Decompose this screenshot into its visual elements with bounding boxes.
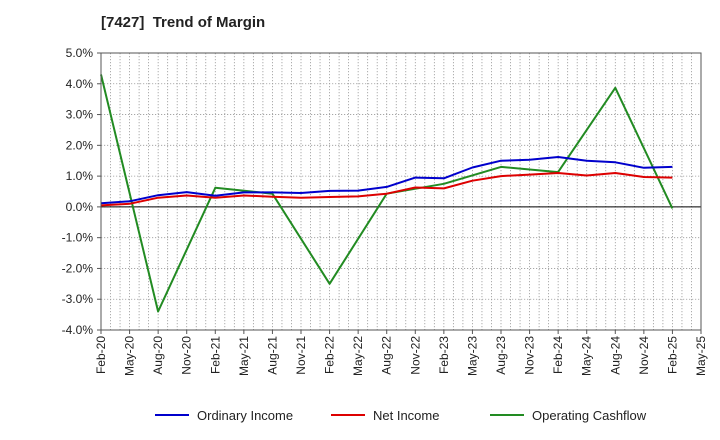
- series-line-ordinary-income: [100, 156, 673, 205]
- x-tick-label: Feb-22: [323, 336, 337, 374]
- x-tick-label: Feb-25: [665, 336, 679, 374]
- series-line-net-income: [100, 172, 673, 207]
- y-tick-label: -3.0%: [62, 292, 94, 306]
- y-axis-ticks: 5.0% 4.0% 3.0% 2.0% 1.0% 0.0% -1.0% -2.0% -3.0% -…: [62, 46, 101, 337]
- x-tick-label: Nov-20: [180, 336, 194, 375]
- legend-label: Operating Cashflow: [532, 407, 647, 423]
- x-tick-label: Nov-21: [294, 336, 308, 375]
- y-tick-label: 1.0%: [66, 169, 94, 183]
- x-tick-label: Aug-20: [151, 336, 165, 375]
- x-tick-label: May-21: [237, 336, 251, 376]
- chart-title: [7427] Trend of Margin: [101, 14, 266, 31]
- x-tick-label: Feb-20: [94, 336, 108, 374]
- y-tick-label: -4.0%: [62, 323, 94, 337]
- x-tick-label: May-23: [465, 336, 479, 376]
- x-tick-label: Feb-24: [551, 336, 565, 374]
- x-tick-label: Aug-23: [494, 336, 508, 375]
- x-tick-label: Aug-24: [608, 336, 622, 375]
- y-tick-label: 0.0%: [66, 200, 94, 214]
- y-tick-label: 5.0%: [66, 46, 94, 60]
- x-tick-label: Feb-23: [437, 336, 451, 374]
- series-lines: [100, 74, 674, 313]
- x-axis-ticks: Feb-20 May-20 Aug-20 Nov-20 Feb-21 May-21 Aug-…: [94, 330, 708, 376]
- x-tick-label: May-24: [580, 336, 594, 376]
- x-tick-label: May-22: [351, 336, 365, 376]
- y-tick-label: -2.0%: [62, 261, 94, 275]
- legend-item-operating-cashflow: Operating Cashflow: [490, 404, 646, 426]
- x-tick-label: May-20: [123, 336, 137, 376]
- x-tick-label: Feb-21: [208, 336, 222, 374]
- y-tick-label: 4.0%: [66, 77, 94, 91]
- legend-label: Ordinary Income: [197, 407, 294, 423]
- grid-lines: [100, 52, 702, 331]
- legend-item-net-income: Net Income: [331, 404, 439, 426]
- plot-frame: [100, 52, 702, 331]
- x-tick-label: Nov-23: [523, 336, 537, 375]
- legend-swatch-net-income: [331, 414, 365, 416]
- x-tick-label: Aug-22: [380, 336, 394, 375]
- y-tick-label: -1.0%: [62, 231, 94, 245]
- legend-item-ordinary-income: Ordinary Income: [155, 404, 293, 426]
- legend-swatch-ordinary-income: [155, 414, 189, 416]
- x-tick-label: May-25: [694, 336, 708, 376]
- x-tick-label: Aug-21: [265, 336, 279, 375]
- legend-swatch-operating-cashflow: [490, 414, 524, 416]
- y-tick-label: 3.0%: [66, 108, 94, 122]
- y-tick-label: 2.0%: [66, 138, 94, 152]
- x-tick-label: Nov-24: [637, 336, 651, 375]
- legend-label: Net Income: [373, 407, 440, 423]
- x-tick-label: Nov-22: [408, 336, 422, 375]
- legend: Ordinary Income Net Income Operating Cas…: [0, 404, 720, 426]
